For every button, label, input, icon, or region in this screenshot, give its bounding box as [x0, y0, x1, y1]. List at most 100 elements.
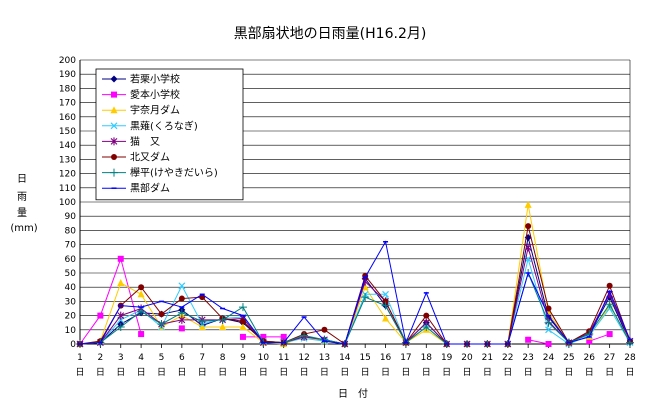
data-point — [178, 295, 185, 302]
data-point — [117, 255, 124, 262]
y-tick-label: 160 — [59, 113, 76, 123]
data-point — [239, 322, 247, 330]
x-tick-label: 23 — [522, 353, 533, 363]
y-tick-label: 60 — [65, 255, 77, 265]
data-point — [545, 305, 552, 312]
x-tick-label: 25 — [563, 353, 574, 363]
y-tick-label: 150 — [59, 127, 76, 137]
data-point — [525, 223, 532, 230]
x-tick-label: 3 — [118, 353, 124, 363]
data-point — [361, 293, 370, 302]
x-tick-suffix: 日 — [75, 367, 84, 378]
y-axis-label-part: (mm) — [10, 223, 37, 234]
y-tick-label: 110 — [59, 184, 76, 194]
data-point — [238, 303, 247, 312]
x-tick-suffix: 日 — [625, 367, 634, 378]
x-tick-suffix: 日 — [483, 367, 492, 378]
legend-label: 黒薙(くろなぎ) — [130, 119, 198, 132]
legend-item: 欅平(けやきだいら) — [102, 167, 218, 179]
y-axis-label: 日雨量 (mm) — [10, 174, 37, 234]
data-point — [178, 282, 186, 290]
data-point — [97, 312, 104, 319]
data-point — [381, 301, 390, 310]
x-tick-suffix: 日 — [463, 367, 472, 378]
legend-label: 猫 又 — [130, 135, 160, 148]
y-tick-label: 30 — [65, 297, 77, 307]
data-point — [198, 317, 207, 326]
x-tick-label: 5 — [159, 353, 165, 363]
y-tick-label: 40 — [65, 283, 77, 293]
data-point — [198, 322, 206, 330]
series-line — [79, 247, 631, 345]
data-point — [117, 278, 125, 286]
x-tick-suffix: 日 — [605, 367, 614, 378]
x-tick-suffix: 日 — [300, 367, 309, 378]
data-point — [544, 318, 553, 327]
x-tick-label: 9 — [240, 353, 246, 363]
series-line — [79, 204, 631, 345]
x-tick-suffix: 日 — [524, 367, 533, 378]
data-point — [239, 318, 246, 325]
data-point — [178, 315, 186, 324]
chart-title: 黒部扇状地の日雨量(H16.2月) — [234, 26, 427, 42]
y-tick-label: 80 — [65, 226, 77, 236]
x-tick-label: 18 — [421, 353, 433, 363]
x-tick-suffix: 日 — [544, 367, 553, 378]
legend-label: 黒部ダム — [130, 182, 170, 195]
data-point — [116, 322, 125, 331]
x-tick-label: 7 — [199, 353, 205, 363]
data-point — [239, 333, 246, 340]
y-tick-label: 180 — [59, 84, 76, 94]
data-point — [524, 200, 532, 208]
legend-label: 宇奈月ダム — [130, 104, 180, 117]
x-tick-suffix: 日 — [585, 367, 594, 378]
x-tick-label: 2 — [98, 353, 104, 363]
x-tick-label: 26 — [584, 353, 596, 363]
data-point — [320, 335, 329, 344]
data-point — [177, 308, 186, 317]
x-tick-suffix: 日 — [137, 367, 146, 378]
x-tick-label: 1 — [77, 353, 83, 363]
y-tick-label: 20 — [65, 312, 77, 322]
data-point — [218, 315, 227, 324]
y-tick-label: 70 — [65, 241, 77, 251]
legend-swatch-marker — [110, 137, 118, 146]
x-tick-suffix: 日 — [157, 367, 166, 378]
x-tick-label: 6 — [179, 353, 185, 363]
data-point — [606, 282, 613, 289]
x-tick-suffix: 日 — [422, 367, 431, 378]
x-tick-label: 12 — [298, 353, 309, 363]
x-tick-suffix: 日 — [116, 367, 125, 378]
data-point — [321, 326, 328, 333]
data-point — [525, 336, 532, 343]
x-tick-label: 15 — [359, 353, 370, 363]
y-tick-label: 100 — [59, 198, 76, 208]
x-tick-suffix: 日 — [177, 367, 186, 378]
legend-label: 北又ダム — [130, 151, 170, 164]
y-tick-label: 50 — [65, 269, 77, 279]
data-point — [382, 298, 389, 305]
data-point — [382, 290, 389, 298]
series-line — [79, 271, 631, 345]
series-layer — [76, 200, 634, 348]
legend-item: 猫 又 — [102, 135, 160, 148]
y-tick-label: 10 — [65, 326, 77, 336]
y-axis-ticks: 0 10 20 30 40 50 60 70 80 90 100 110 120 130 140 150 160… — [59, 56, 76, 350]
data-point — [219, 322, 227, 330]
legend-swatch-marker — [110, 75, 118, 83]
data-point — [280, 333, 287, 340]
x-tick-suffix: 日 — [340, 367, 349, 378]
legend-swatch-marker — [110, 106, 118, 114]
legend-swatch-marker — [110, 122, 118, 130]
y-tick-label: 90 — [65, 212, 77, 222]
data-point — [524, 243, 532, 252]
legend-item: 黒薙(くろなぎ) — [102, 119, 198, 132]
series-8 — [77, 240, 633, 345]
y-axis-label-part: 日 — [17, 174, 27, 185]
x-tick-label: 22 — [502, 353, 513, 363]
data-point — [178, 325, 185, 332]
y-tick-label: 0 — [70, 340, 76, 350]
y-axis-label-part: 量 — [17, 207, 27, 219]
